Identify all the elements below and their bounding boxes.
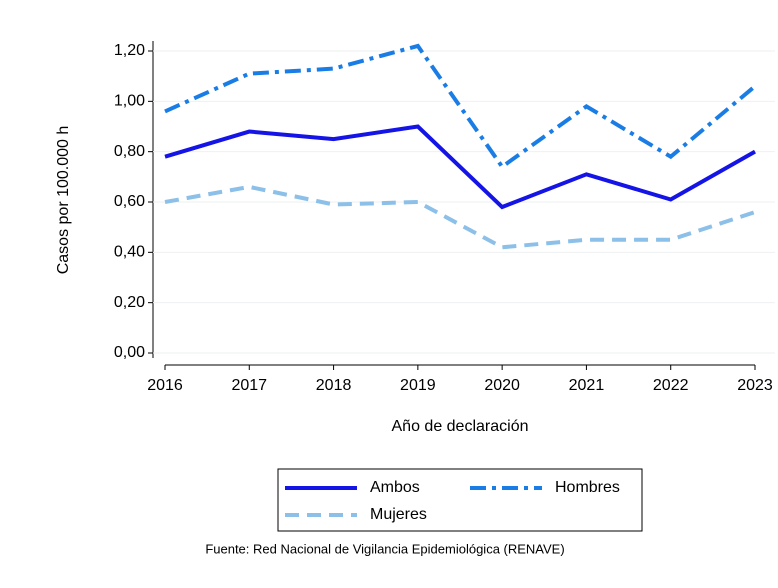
x-tick-label: 2019: [400, 377, 436, 394]
x-tick-label: 2023: [737, 377, 773, 394]
x-tick-label: 2018: [316, 377, 352, 394]
legend-box: [277, 468, 643, 532]
x-tick-label: 2021: [569, 377, 605, 394]
x-tick-label: 2017: [231, 377, 267, 394]
series-line: [164, 184, 756, 250]
y-tick-label: 1,20: [114, 42, 145, 59]
series-line: [164, 124, 756, 210]
x-axis-label: Año de declaración: [392, 418, 529, 435]
x-tick-label: 2020: [484, 377, 520, 394]
y-tick-label: 0,40: [114, 244, 145, 261]
source-note: Fuente: Red Nacional de Vigilancia Epide…: [205, 541, 564, 556]
legend-label: Hombres: [555, 479, 620, 496]
y-tick-label: 0,20: [114, 294, 145, 311]
y-tick-label: 0,80: [114, 143, 145, 160]
legend-label: Mujeres: [370, 506, 427, 523]
y-axis-label: Casos por 100.000 h: [55, 126, 72, 275]
legend-label: Ambos: [370, 479, 420, 496]
y-tick-label: 1,00: [114, 93, 145, 110]
series-line: [164, 43, 757, 170]
x-tick-label: 2016: [147, 377, 183, 394]
x-tick-label: 2022: [653, 377, 689, 394]
y-tick-label: 0,60: [114, 193, 145, 210]
y-tick-label: 0,00: [114, 344, 145, 361]
